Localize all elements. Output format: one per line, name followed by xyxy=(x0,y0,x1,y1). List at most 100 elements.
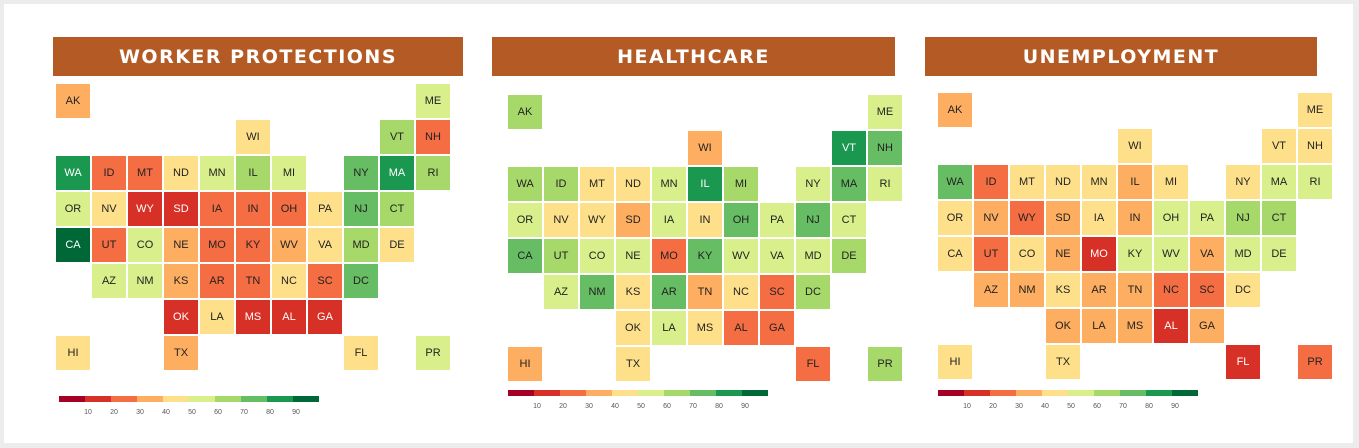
state-tile-wa[interactable]: WA xyxy=(938,165,972,199)
state-tile-ks[interactable]: KS xyxy=(164,264,198,298)
state-tile-az[interactable]: AZ xyxy=(544,275,578,309)
state-tile-mn[interactable]: MN xyxy=(200,156,234,190)
state-tile-ar[interactable]: AR xyxy=(1082,273,1116,307)
state-tile-ct[interactable]: CT xyxy=(832,203,866,237)
state-tile-in[interactable]: IN xyxy=(236,192,270,226)
state-tile-ma[interactable]: MA xyxy=(380,156,414,190)
state-tile-nj[interactable]: NJ xyxy=(344,192,378,226)
state-tile-ok[interactable]: OK xyxy=(1046,309,1080,343)
state-tile-ky[interactable]: KY xyxy=(1118,237,1152,271)
state-tile-co[interactable]: CO xyxy=(1010,237,1044,271)
state-tile-ar[interactable]: AR xyxy=(652,275,686,309)
state-tile-ia[interactable]: IA xyxy=(200,192,234,226)
state-tile-de[interactable]: DE xyxy=(832,239,866,273)
state-tile-nj[interactable]: NJ xyxy=(796,203,830,237)
state-tile-ar[interactable]: AR xyxy=(200,264,234,298)
state-tile-pa[interactable]: PA xyxy=(760,203,794,237)
state-tile-tn[interactable]: TN xyxy=(1118,273,1152,307)
state-tile-ca[interactable]: CA xyxy=(938,237,972,271)
state-tile-de[interactable]: DE xyxy=(380,228,414,262)
state-tile-nh[interactable]: NH xyxy=(868,131,902,165)
state-tile-nd[interactable]: ND xyxy=(616,167,650,201)
state-tile-wa[interactable]: WA xyxy=(56,156,90,190)
state-tile-mi[interactable]: MI xyxy=(724,167,758,201)
state-tile-nh[interactable]: NH xyxy=(416,120,450,154)
state-tile-ga[interactable]: GA xyxy=(760,311,794,345)
state-tile-hi[interactable]: HI xyxy=(938,345,972,379)
state-tile-sc[interactable]: SC xyxy=(1190,273,1224,307)
state-tile-mn[interactable]: MN xyxy=(1082,165,1116,199)
state-tile-mo[interactable]: MO xyxy=(200,228,234,262)
state-tile-ri[interactable]: RI xyxy=(1298,165,1332,199)
state-tile-az[interactable]: AZ xyxy=(92,264,126,298)
state-tile-ne[interactable]: NE xyxy=(616,239,650,273)
state-tile-il[interactable]: IL xyxy=(1118,165,1152,199)
state-tile-wi[interactable]: WI xyxy=(688,131,722,165)
state-tile-ca[interactable]: CA xyxy=(56,228,90,262)
state-tile-dc[interactable]: DC xyxy=(796,275,830,309)
state-tile-ma[interactable]: MA xyxy=(1262,165,1296,199)
state-tile-hi[interactable]: HI xyxy=(508,347,542,381)
state-tile-az[interactable]: AZ xyxy=(974,273,1008,307)
state-tile-wy[interactable]: WY xyxy=(128,192,162,226)
state-tile-tn[interactable]: TN xyxy=(688,275,722,309)
state-tile-mi[interactable]: MI xyxy=(272,156,306,190)
state-tile-md[interactable]: MD xyxy=(344,228,378,262)
state-tile-oh[interactable]: OH xyxy=(724,203,758,237)
state-tile-ky[interactable]: KY xyxy=(236,228,270,262)
state-tile-pa[interactable]: PA xyxy=(308,192,342,226)
state-tile-wi[interactable]: WI xyxy=(1118,129,1152,163)
state-tile-dc[interactable]: DC xyxy=(1226,273,1260,307)
state-tile-ut[interactable]: UT xyxy=(544,239,578,273)
state-tile-ks[interactable]: KS xyxy=(1046,273,1080,307)
state-tile-nm[interactable]: NM xyxy=(1010,273,1044,307)
state-tile-sd[interactable]: SD xyxy=(1046,201,1080,235)
state-tile-fl[interactable]: FL xyxy=(1226,345,1260,379)
state-tile-wv[interactable]: WV xyxy=(272,228,306,262)
state-tile-ut[interactable]: UT xyxy=(974,237,1008,271)
state-tile-nc[interactable]: NC xyxy=(724,275,758,309)
state-tile-al[interactable]: AL xyxy=(724,311,758,345)
state-tile-mt[interactable]: MT xyxy=(580,167,614,201)
state-tile-wa[interactable]: WA xyxy=(508,167,542,201)
state-tile-nc[interactable]: NC xyxy=(272,264,306,298)
state-tile-md[interactable]: MD xyxy=(1226,237,1260,271)
state-tile-ia[interactable]: IA xyxy=(652,203,686,237)
state-tile-ok[interactable]: OK xyxy=(616,311,650,345)
state-tile-me[interactable]: ME xyxy=(868,95,902,129)
state-tile-nj[interactable]: NJ xyxy=(1226,201,1260,235)
state-tile-tn[interactable]: TN xyxy=(236,264,270,298)
state-tile-md[interactable]: MD xyxy=(796,239,830,273)
state-tile-nv[interactable]: NV xyxy=(92,192,126,226)
state-tile-mi[interactable]: MI xyxy=(1154,165,1188,199)
state-tile-id[interactable]: ID xyxy=(544,167,578,201)
state-tile-ms[interactable]: MS xyxy=(1118,309,1152,343)
state-tile-oh[interactable]: OH xyxy=(272,192,306,226)
state-tile-ut[interactable]: UT xyxy=(92,228,126,262)
state-tile-ny[interactable]: NY xyxy=(796,167,830,201)
state-tile-mt[interactable]: MT xyxy=(128,156,162,190)
state-tile-ny[interactable]: NY xyxy=(344,156,378,190)
state-tile-ak[interactable]: AK xyxy=(56,84,90,118)
state-tile-la[interactable]: LA xyxy=(652,311,686,345)
state-tile-mo[interactable]: MO xyxy=(652,239,686,273)
state-tile-me[interactable]: ME xyxy=(416,84,450,118)
state-tile-wy[interactable]: WY xyxy=(1010,201,1044,235)
state-tile-vt[interactable]: VT xyxy=(380,120,414,154)
state-tile-ne[interactable]: NE xyxy=(1046,237,1080,271)
state-tile-ga[interactable]: GA xyxy=(308,300,342,334)
state-tile-de[interactable]: DE xyxy=(1262,237,1296,271)
state-tile-ak[interactable]: AK xyxy=(938,93,972,127)
state-tile-or[interactable]: OR xyxy=(56,192,90,226)
state-tile-me[interactable]: ME xyxy=(1298,93,1332,127)
state-tile-ri[interactable]: RI xyxy=(868,167,902,201)
state-tile-id[interactable]: ID xyxy=(92,156,126,190)
state-tile-nc[interactable]: NC xyxy=(1154,273,1188,307)
state-tile-mn[interactable]: MN xyxy=(652,167,686,201)
state-tile-va[interactable]: VA xyxy=(1190,237,1224,271)
state-tile-in[interactable]: IN xyxy=(1118,201,1152,235)
state-tile-ct[interactable]: CT xyxy=(1262,201,1296,235)
state-tile-fl[interactable]: FL xyxy=(344,336,378,370)
state-tile-ca[interactable]: CA xyxy=(508,239,542,273)
state-tile-ok[interactable]: OK xyxy=(164,300,198,334)
